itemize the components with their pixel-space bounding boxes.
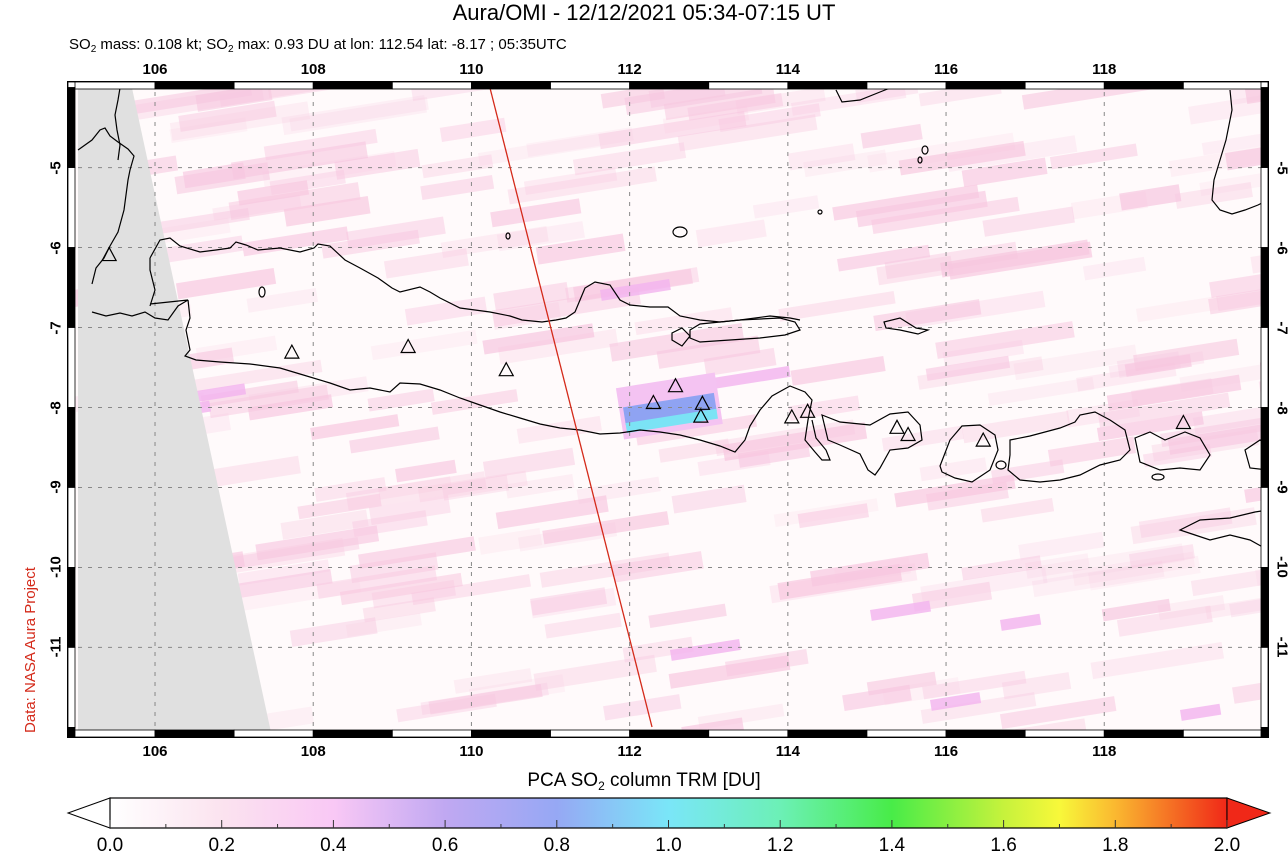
colorbar-tick-label: 2.0 xyxy=(1214,835,1240,857)
colorbar-title: PCA SO2 column TRM [DU] xyxy=(0,770,1288,792)
lat-tick-label-right: -9 xyxy=(1274,481,1288,494)
lon-tick-label-bottom: 116 xyxy=(934,743,958,760)
lat-tick-label-left: -8 xyxy=(48,401,65,414)
colorbar-tick-label: 1.8 xyxy=(1102,835,1128,857)
colorbar-tick-label: 0.2 xyxy=(208,835,234,857)
lat-tick-label-right: -11 xyxy=(1274,637,1288,658)
colorbar-tick-label: 1.2 xyxy=(767,835,793,857)
lon-tick-label-top: 114 xyxy=(776,61,800,78)
lat-tick-label-right: -10 xyxy=(1274,557,1288,579)
colorbar xyxy=(68,798,1270,828)
colorbar-tick-label: 1.4 xyxy=(879,835,905,857)
colorbar-min-arrow xyxy=(68,798,110,828)
lat-tick-label-left: -6 xyxy=(48,241,65,254)
colorbar-max-arrow xyxy=(1227,798,1270,828)
lon-tick-label-top: 106 xyxy=(142,61,167,78)
lon-tick-label-top: 112 xyxy=(618,61,642,78)
lon-tick-label-bottom: 118 xyxy=(1092,743,1116,760)
lat-tick-label-left: -9 xyxy=(48,481,65,494)
lat-tick-label-right: -8 xyxy=(1274,401,1288,414)
lon-tick-label-top: 118 xyxy=(1092,61,1116,78)
lon-tick-label-bottom: 110 xyxy=(459,743,483,760)
lat-tick-label-right: -6 xyxy=(1274,241,1288,254)
lat-tick-label-left: -7 xyxy=(48,321,65,334)
colorbar-tick-label: 0.8 xyxy=(544,835,570,857)
lat-tick-label-left: -11 xyxy=(48,637,65,658)
colorbar-tick-label: 0.0 xyxy=(97,835,123,857)
colorbar-tick-label: 0.6 xyxy=(432,835,458,857)
lat-tick-label-right: -5 xyxy=(1274,161,1288,174)
colorbar-tick-label: 1.0 xyxy=(655,835,681,857)
colorbar-tick-label: 1.6 xyxy=(990,835,1016,857)
lon-tick-label-top: 116 xyxy=(934,61,958,78)
lat-tick-label-left: -10 xyxy=(48,557,65,579)
lon-tick-label-top: 108 xyxy=(301,61,326,78)
lat-tick-label-right: -7 xyxy=(1274,321,1288,334)
colorbar-tick-label: 0.4 xyxy=(320,835,346,857)
lon-tick-label-bottom: 112 xyxy=(618,743,642,760)
lon-tick-label-top: 110 xyxy=(459,61,483,78)
lon-tick-label-bottom: 108 xyxy=(301,743,326,760)
lat-tick-label-left: -5 xyxy=(48,161,65,174)
lon-tick-label-bottom: 114 xyxy=(776,743,800,760)
lon-tick-label-bottom: 106 xyxy=(142,743,167,760)
